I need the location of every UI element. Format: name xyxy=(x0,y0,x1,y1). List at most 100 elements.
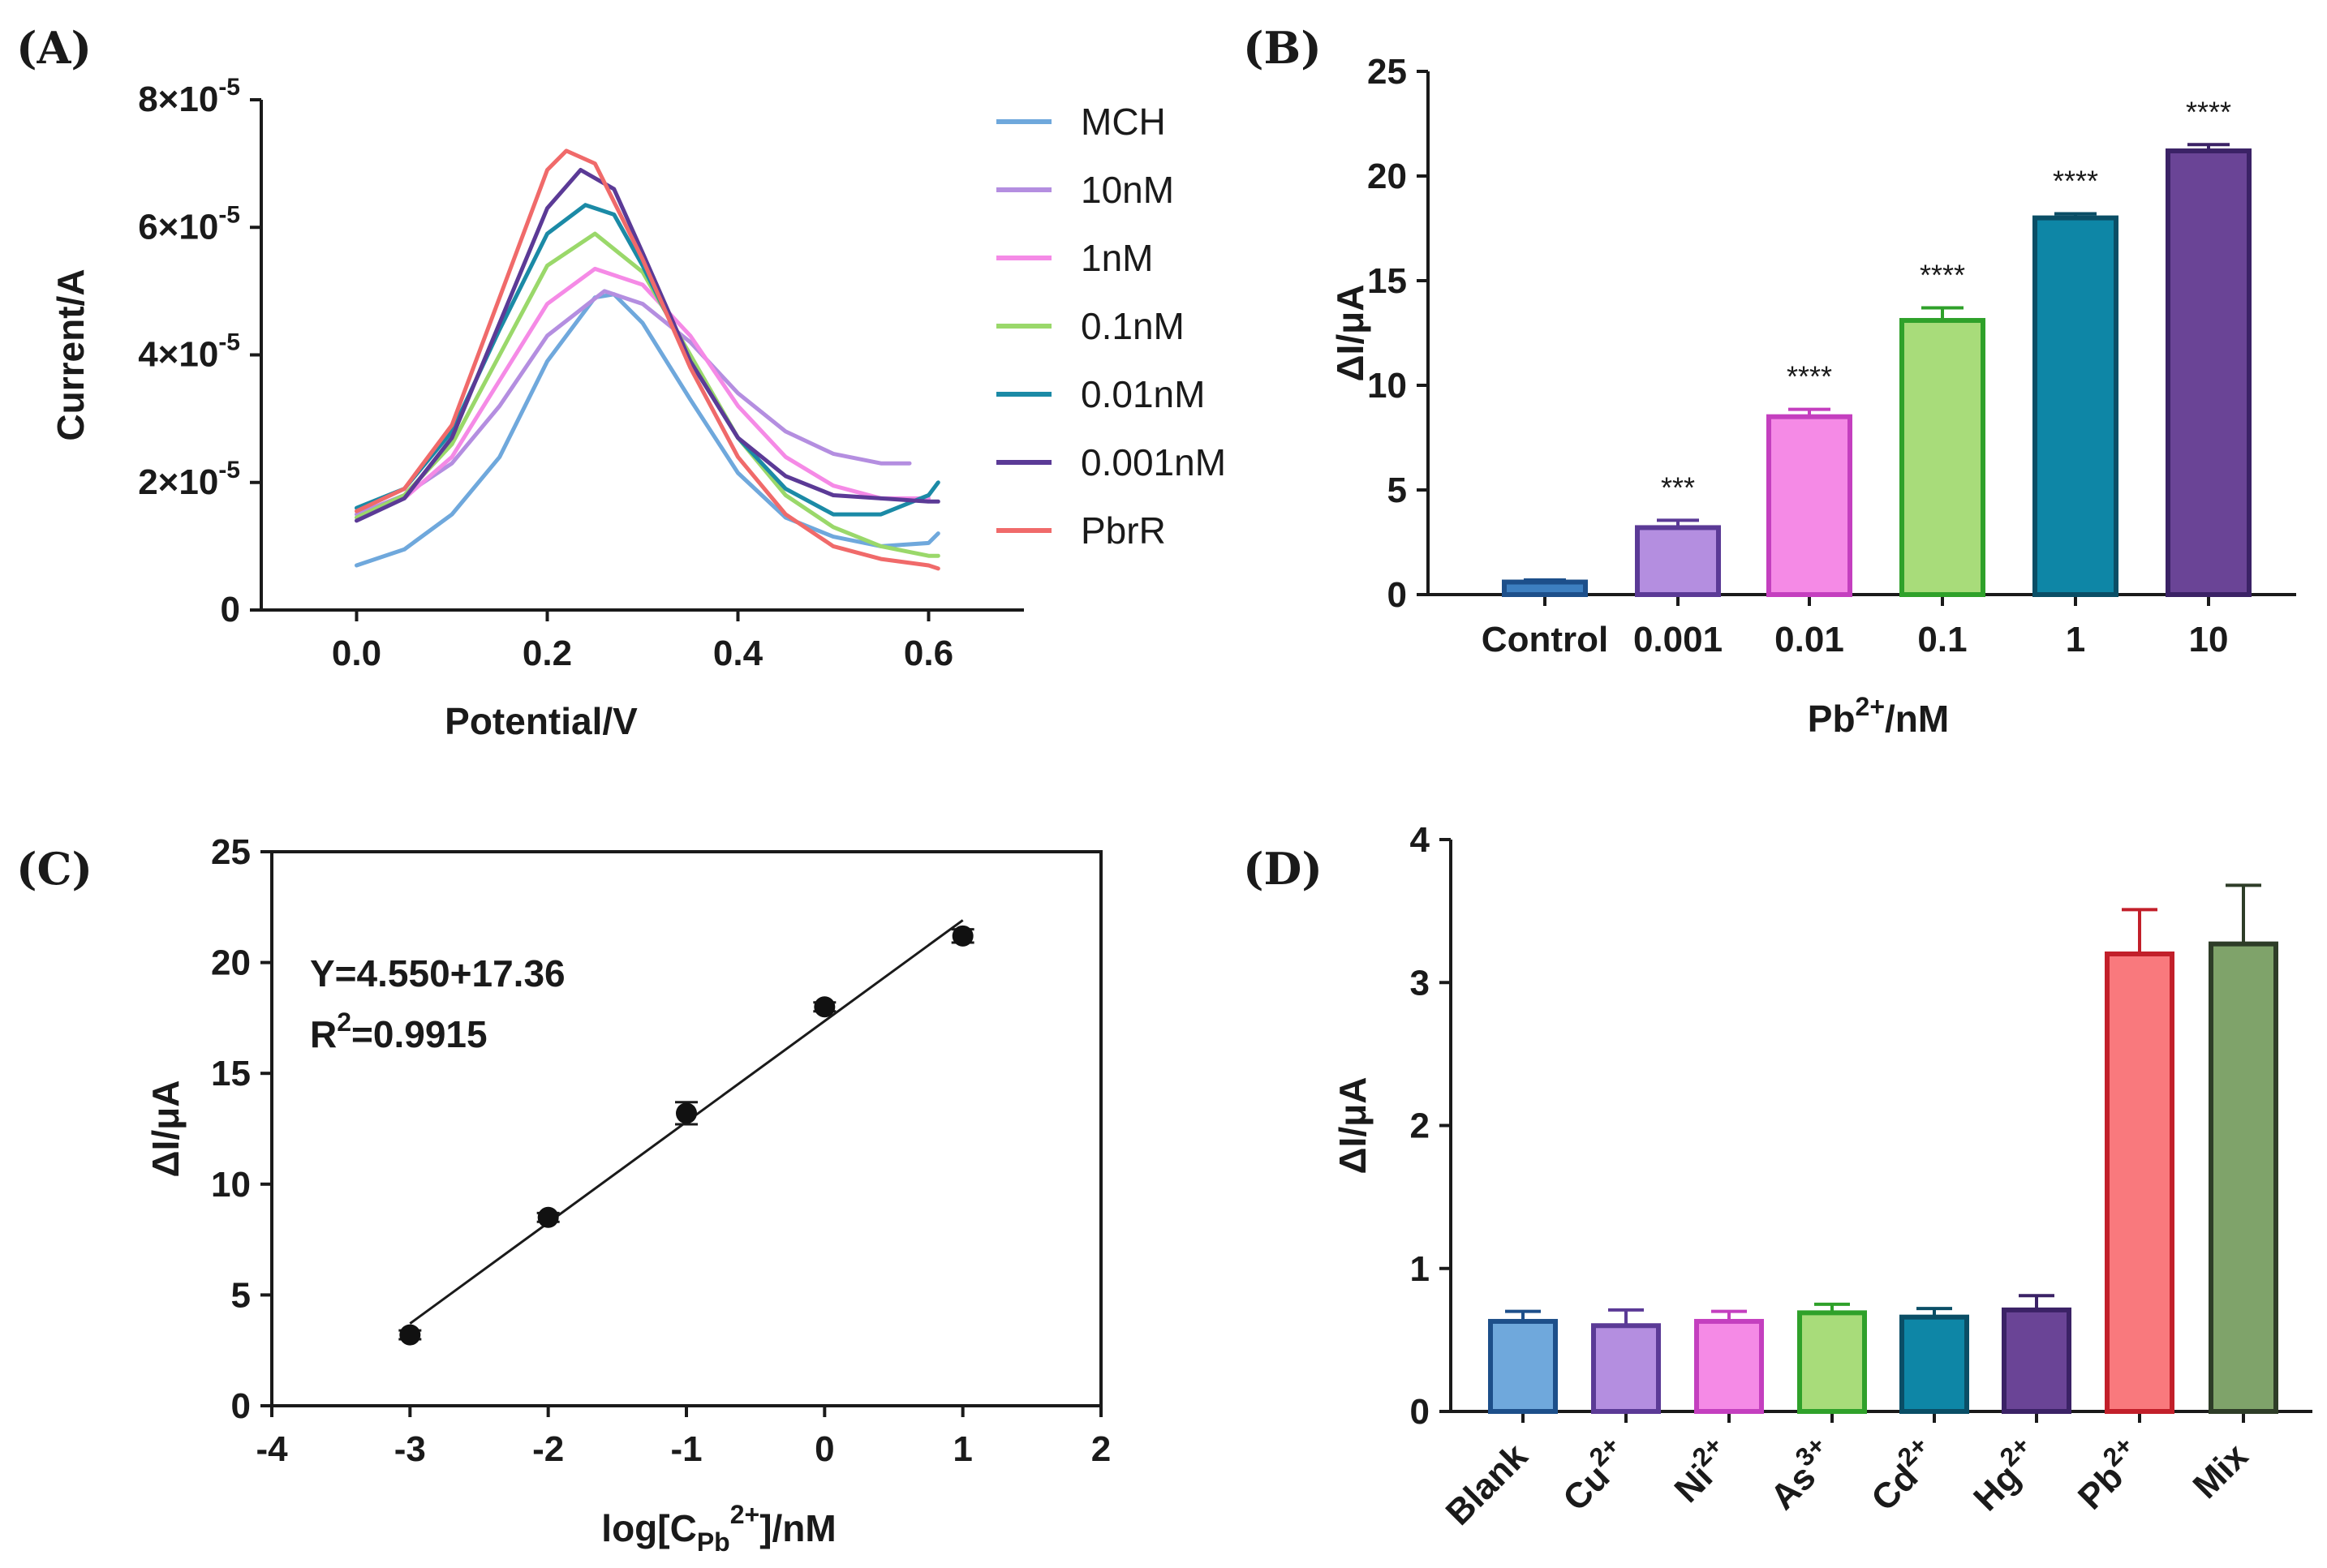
y-tick-label: 5 xyxy=(231,1275,251,1315)
y-axis-title: ΔI/μA xyxy=(144,1080,187,1178)
y-tick-label: 0 xyxy=(1387,575,1407,615)
series-line-pbrr xyxy=(355,148,940,571)
x-tick-label: 0.4 xyxy=(713,634,763,673)
y-tick-label: 15 xyxy=(211,1054,251,1093)
x-tick-label: Ni2+ xyxy=(1661,1430,1741,1510)
bar-cu xyxy=(1591,1323,1661,1414)
significance-mark: **** xyxy=(2053,164,2098,197)
significance-mark: *** xyxy=(1661,470,1695,504)
x-axis-title: Potential/V xyxy=(445,700,638,742)
significance-mark: **** xyxy=(2186,95,2231,128)
y-tick-label: 1 xyxy=(1410,1249,1430,1289)
bar-0.001 xyxy=(1635,525,1721,597)
bar-hg xyxy=(2002,1307,2071,1415)
series-line-10nm xyxy=(355,289,912,517)
bar-mix xyxy=(2209,941,2278,1414)
legend-label: 10nM xyxy=(1081,169,1174,211)
data-point xyxy=(676,1102,697,1124)
x-tick-label: -4 xyxy=(256,1429,288,1469)
x-axis-title: log[CPb2+]/nM xyxy=(601,1500,836,1557)
significance-mark: **** xyxy=(1920,259,1965,292)
x-tick-label: 0.01 xyxy=(1774,620,1844,659)
fit-equation: Y=4.550+17.36 xyxy=(310,952,566,994)
bar-pb xyxy=(2105,952,2174,1414)
x-tick-label: 0 xyxy=(815,1429,834,1469)
y-tick-label: 25 xyxy=(211,832,251,872)
y-axis-title: ΔI/μA xyxy=(1329,285,1371,382)
y-tick-label: 0 xyxy=(1410,1392,1430,1432)
bar-1 xyxy=(2032,215,2118,597)
plot-frame xyxy=(270,850,1103,1407)
panel-label-d: (D) xyxy=(1243,843,1323,895)
panel-label-c: (C) xyxy=(16,843,92,895)
y-tick-label: 5 xyxy=(1387,470,1407,510)
y-tick-label: 3 xyxy=(1410,963,1430,1003)
panel-d: (D) 0 1 2 3 4 Blank Cu2+ Ni2+As3+Cd2+Hg2+Pb2+ Mix… xyxy=(1243,820,2312,1533)
x-tick-label: Cd2+ xyxy=(1858,1430,1946,1519)
y-axis-title: Current/A xyxy=(49,268,92,440)
x-tick-label: Pb2+ xyxy=(2065,1430,2152,1517)
data-point xyxy=(952,925,974,947)
x-tick-label: 10 xyxy=(2189,620,2229,659)
x-axis-title: Pb2+/nM xyxy=(1808,692,1949,740)
x-tick-label: 0.001 xyxy=(1633,620,1723,659)
y-tick-label: 8×10-5 xyxy=(138,74,240,119)
x-tick-label: As3+ xyxy=(1757,1430,1844,1517)
y-axis-title: ΔI/μA xyxy=(1331,1077,1374,1175)
x-tick-label: Cu2+ xyxy=(1550,1430,1638,1519)
panel-c: (C) 0 5 10 15 20 25 -4 -3 -2 -1 0 1 2 Y=4.550+17.36 R2=… xyxy=(16,832,1111,1557)
y-tick-label: 10 xyxy=(1367,366,1407,406)
series-line-mch xyxy=(355,292,940,568)
x-tick-label: 0.6 xyxy=(904,634,953,673)
bar-as xyxy=(1797,1310,1867,1414)
series-line-1nm xyxy=(355,266,931,520)
y-tick-label: 2×10-5 xyxy=(138,457,240,502)
bar-0.01 xyxy=(1766,414,1852,598)
panel-label-a: (A) xyxy=(16,22,92,74)
x-tick-label: 0.1 xyxy=(1917,620,1967,659)
bar-10 xyxy=(2166,148,2252,598)
legend-label: MCH xyxy=(1081,101,1166,143)
y-tick-label: 4×10-5 xyxy=(138,329,240,375)
x-tick-label: 0.0 xyxy=(332,634,381,673)
x-tick-label: -3 xyxy=(394,1429,426,1469)
data-point xyxy=(399,1324,421,1346)
panel-a: (A) 0 2×10-5 4×10-5 6×10-5 8×10-5 0.0 0.2 0.4 0.6… xyxy=(16,22,1226,742)
panel-b: (B) 0 5 10 15 20 25 Control 0.001 *** 0.01 **** 0.1 *… xyxy=(1243,22,2296,740)
x-tick-label: Control xyxy=(1482,620,1608,659)
legend-label: 0.001nM xyxy=(1081,441,1226,483)
y-tick-label: 20 xyxy=(211,943,251,983)
bar-blank xyxy=(1488,1318,1558,1415)
significance-mark: **** xyxy=(1787,360,1832,393)
bar-cd xyxy=(1899,1314,1969,1415)
y-tick-label: 2 xyxy=(1410,1106,1430,1146)
data-point xyxy=(537,1206,559,1228)
y-tick-label: 10 xyxy=(211,1165,251,1205)
r-squared: R2=0.9915 xyxy=(310,1007,488,1055)
legend-label: 0.01nM xyxy=(1081,373,1205,415)
y-tick-label: 15 xyxy=(1367,261,1407,301)
x-tick-label: Hg2+ xyxy=(1960,1430,2049,1519)
x-tick-label: 1 xyxy=(2066,620,2085,659)
x-tick-label: Mix xyxy=(2186,1436,2256,1506)
x-tick-label: 1 xyxy=(953,1429,972,1469)
panel-label-b: (B) xyxy=(1243,22,1322,74)
bar-Control xyxy=(1502,579,1588,598)
bar-0.1 xyxy=(1899,318,1985,597)
y-tick-label: 4 xyxy=(1410,820,1430,860)
x-tick-label: 0.2 xyxy=(523,634,572,673)
y-tick-label: 25 xyxy=(1367,52,1407,92)
bar-ni xyxy=(1694,1318,1764,1415)
x-tick-label: Blank xyxy=(1439,1436,1536,1533)
y-tick-label: 0 xyxy=(231,1386,251,1426)
x-tick-label: -1 xyxy=(670,1429,702,1469)
series-line-0.001nm xyxy=(355,168,940,523)
y-tick-label: 20 xyxy=(1367,157,1407,196)
legend-label: 1nM xyxy=(1081,237,1153,279)
data-point xyxy=(814,996,836,1018)
series-line-0.1nm xyxy=(355,231,940,558)
legend-label: PbrR xyxy=(1081,509,1166,552)
x-tick-label: 2 xyxy=(1091,1429,1111,1469)
legend-label: 0.1nM xyxy=(1081,305,1185,347)
